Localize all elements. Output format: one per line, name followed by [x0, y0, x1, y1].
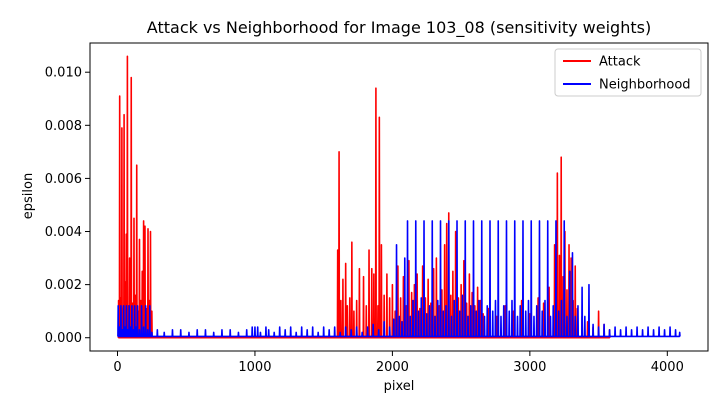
legend-label-neighborhood: Neighborhood: [599, 78, 691, 93]
y-axis-label: epsilon: [21, 173, 36, 219]
x-tick-label: 1000: [238, 360, 271, 375]
y-axis: 0.000 0.002 0.004 0.006 0.008 0.010: [45, 66, 90, 346]
legend-box: [554, 48, 702, 97]
x-tick-label: 2000: [376, 360, 409, 375]
plot-area-frame: [89, 42, 709, 352]
x-tick-label: 0: [113, 360, 121, 375]
y-tick-label: 0.000: [45, 331, 82, 346]
series-line-neighborhood: [117, 220, 681, 338]
x-axis: 0 1000 2000 3000 4000: [113, 351, 684, 375]
y-tick-label: 0.004: [45, 225, 82, 240]
y-tick-label: 0.006: [45, 172, 82, 187]
y-tick-label: 0.002: [45, 278, 82, 293]
legend: Attack Neighborhood: [554, 48, 702, 97]
series-layer: [117, 55, 681, 339]
y-tick-label: 0.008: [45, 119, 82, 134]
y-tick-label: 0.010: [45, 66, 82, 81]
x-tick-label: 4000: [651, 360, 684, 375]
legend-label-attack: Attack: [599, 55, 641, 70]
x-axis-label: pixel: [384, 379, 415, 394]
chart-title: Attack vs Neighborhood for Image 103_08 …: [147, 18, 651, 38]
x-tick-label: 3000: [513, 360, 546, 375]
